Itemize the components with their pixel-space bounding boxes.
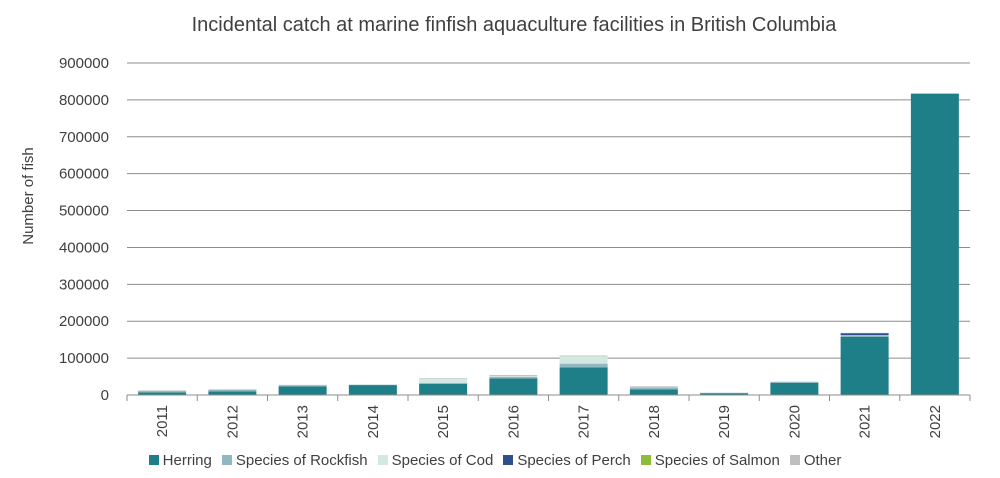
legend-swatch <box>503 455 514 465</box>
legend-label: Species of Salmon <box>654 451 780 469</box>
bar-segment <box>700 393 749 395</box>
bar-segment <box>629 386 678 388</box>
x-tick-label: 2011 <box>154 405 171 437</box>
bar-segment <box>138 390 187 393</box>
bar-segment <box>419 382 468 384</box>
x-tick-label: 2013 <box>295 405 312 438</box>
x-tick-label: 2021 <box>857 405 874 438</box>
legend-swatch <box>789 455 800 465</box>
x-tick-label: 2019 <box>716 405 733 438</box>
bar-segment <box>840 336 889 395</box>
legend-item: Species of Perch <box>503 451 631 469</box>
legend-label: Species of Perch <box>517 451 631 469</box>
bar-segment <box>489 375 538 377</box>
gridlines <box>127 62 970 359</box>
bar-segment <box>138 392 187 395</box>
y-tick-label: 300000 <box>59 276 109 293</box>
bar-segment <box>208 389 257 392</box>
bar-segment <box>489 376 538 379</box>
bar-segment <box>770 382 819 395</box>
legend-item: Herring <box>148 451 212 469</box>
x-tick-label: 2015 <box>435 405 452 438</box>
legend-label: Other <box>803 451 842 469</box>
legend-item: Species of Rockfish <box>221 451 368 469</box>
y-tick-label: 400000 <box>59 239 109 256</box>
y-tick-label: 500000 <box>59 203 109 220</box>
legend-swatch <box>148 455 159 465</box>
legend-swatch <box>221 455 232 465</box>
y-tick-label: 700000 <box>59 129 109 146</box>
legend-swatch <box>640 455 651 465</box>
legend-item: Species of Salmon <box>640 451 780 469</box>
x-tick-label: 2018 <box>646 405 663 438</box>
y-axis-title: Number of fish <box>20 147 37 245</box>
chart-title: Incidental catch at marine finfish aquac… <box>192 14 838 36</box>
axes: 0 100000 200000 300000 400000 500000 600000 700… <box>59 55 971 438</box>
x-tick-label: 2016 <box>505 405 522 438</box>
bar-segment <box>559 363 608 368</box>
y-tick-label: 900000 <box>59 55 109 72</box>
legend-item: Species of Cod <box>377 451 494 469</box>
y-tick-label: 0 <box>101 387 109 404</box>
x-tick-label: 2017 <box>576 405 593 438</box>
bar-segment <box>770 381 819 383</box>
bar-segment <box>278 384 327 386</box>
bar-segment <box>559 367 608 395</box>
bar-segment <box>489 376 538 377</box>
bar-segment <box>489 378 538 395</box>
bar-segment <box>840 335 889 336</box>
bar-segment <box>278 385 327 387</box>
bar-segment <box>910 93 959 396</box>
x-tick-label: 2020 <box>786 405 803 438</box>
legend-swatch <box>377 455 388 465</box>
legend-label: Species of Cod <box>391 451 494 469</box>
bars <box>138 93 959 396</box>
bar-segment <box>419 378 468 383</box>
y-tick-label: 100000 <box>59 350 109 367</box>
bar-segment <box>138 390 187 391</box>
bar-segment <box>348 384 397 386</box>
bar-segment <box>419 378 468 379</box>
bar-segment <box>419 383 468 395</box>
bar-segment <box>840 332 889 334</box>
y-tick-label: 200000 <box>59 313 109 330</box>
bar-segment <box>348 385 397 395</box>
bar-segment <box>629 386 678 387</box>
x-tick-label: 2014 <box>365 405 382 438</box>
y-tick-label: 600000 <box>59 166 109 183</box>
bar-segment <box>840 335 889 337</box>
bar-segment <box>559 355 608 357</box>
x-tick-label: 2012 <box>224 405 241 438</box>
x-tick-label: 2022 <box>927 405 944 438</box>
bar-segment <box>700 392 749 394</box>
legend: Herring Species of Rockfish Species of Cod… <box>0 449 1000 471</box>
bar-segment <box>629 387 678 390</box>
bar-segment <box>278 386 327 395</box>
y-tick-label: 800000 <box>59 92 109 109</box>
bar-segment <box>208 389 257 390</box>
legend-label: Herring <box>162 451 212 469</box>
bar-segment <box>559 356 608 364</box>
bar-segment <box>629 389 678 395</box>
legend-label: Species of Rockfish <box>235 451 368 469</box>
bar-segment <box>840 333 889 336</box>
bar-segment <box>208 391 257 395</box>
legend-item: Other <box>789 451 842 469</box>
